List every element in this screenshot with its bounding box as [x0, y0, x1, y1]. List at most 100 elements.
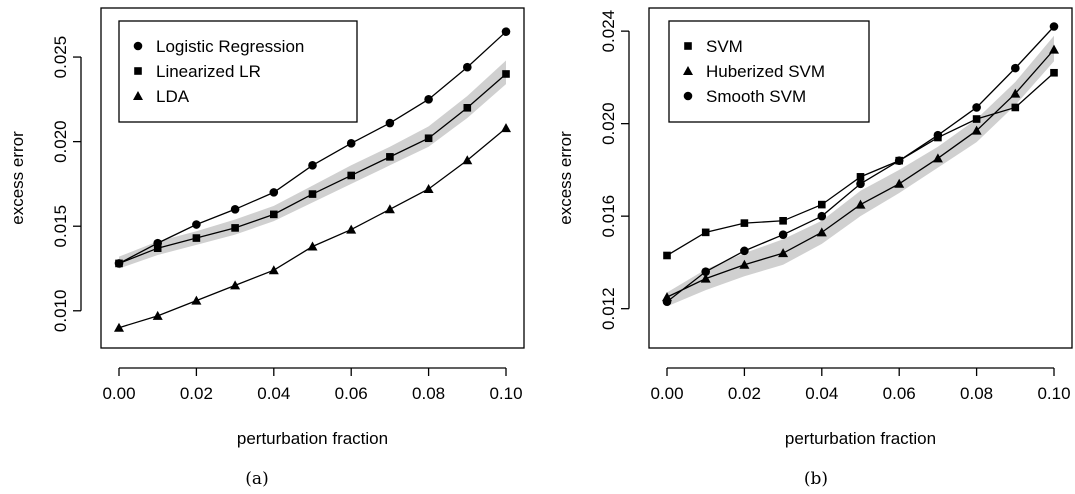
data-point: [971, 125, 982, 135]
legend-marker: [683, 91, 693, 101]
data-point: [347, 171, 355, 180]
data-point: [972, 115, 981, 123]
data-point: [424, 95, 433, 104]
data-point: [816, 227, 827, 237]
series-2: [114, 123, 511, 332]
data-point: [230, 204, 240, 214]
data-point: [269, 188, 279, 197]
legend-label: Linearized LR: [156, 62, 261, 81]
data-point: [270, 210, 278, 219]
y-axis-title: excess error: [8, 131, 27, 225]
data-point: [308, 161, 317, 170]
y-tick-label: 0.020: [599, 102, 618, 145]
x-tick-label: 0.08: [412, 384, 445, 403]
data-point: [972, 103, 981, 112]
x-axis: 0.00 0.02 0.04 0.06 0.08 0.10: [650, 367, 1071, 403]
data-point: [192, 220, 201, 229]
data-point: [152, 310, 163, 320]
legend-label: Smooth SVM: [706, 87, 806, 106]
data-point: [932, 153, 943, 163]
x-tick-label: 0.02: [728, 384, 761, 403]
legend-marker: [684, 42, 692, 50]
plot-frame: [100, 7, 525, 349]
data-point: [701, 228, 710, 237]
legend-label: LDA: [156, 87, 190, 106]
data-point: [779, 216, 787, 225]
data-point: [740, 246, 749, 256]
y-tick-label: 0.010: [51, 290, 70, 333]
y-tick-label: 0.012: [599, 287, 618, 330]
x-tick-label: 0.00: [650, 384, 683, 403]
legend: SVM Huberized SVM Smooth SVM: [668, 20, 870, 123]
y-tick-label: 0.016: [599, 195, 618, 238]
y-tick-label: 0.024: [599, 10, 618, 53]
data-point: [739, 259, 750, 269]
data-point: [384, 204, 395, 214]
panel-caption: (a): [245, 469, 268, 489]
legend-box: [668, 20, 870, 123]
x-axis-title: perturbation fraction: [237, 429, 388, 448]
y-axis-title: excess error: [556, 131, 575, 225]
legend-label: SVM: [706, 37, 743, 56]
y-axis: 0.010 0.015 0.020 0.025: [51, 36, 82, 333]
data-point: [423, 183, 434, 193]
data-point: [701, 267, 710, 276]
data-point: [894, 178, 905, 188]
x-tick-label: 0.06: [335, 384, 368, 403]
legend: Logistic Regression Linearized LR LDA: [118, 20, 358, 123]
series-line: [118, 127, 507, 329]
data-point: [115, 259, 123, 268]
data-point: [1011, 103, 1020, 112]
data-point: [856, 179, 865, 189]
x-tick-label: 0.02: [180, 384, 213, 403]
y-tick-label: 0.025: [51, 36, 70, 79]
data-point: [501, 123, 511, 133]
x-axis: 0.00 0.02 0.04 0.06 0.08 0.10: [102, 367, 523, 403]
data-point: [501, 27, 511, 36]
data-point: [424, 134, 433, 143]
data-point: [192, 234, 201, 242]
x-tick-label: 0.06: [883, 384, 916, 403]
data-point: [346, 224, 357, 234]
x-tick-label: 0.04: [257, 384, 290, 403]
data-point: [386, 153, 394, 161]
legend-marker: [133, 91, 143, 100]
legend-marker: [133, 41, 143, 51]
data-point: [662, 297, 672, 307]
data-point: [933, 130, 943, 140]
legend-marker: [683, 66, 693, 75]
y-tick-label: 0.020: [51, 120, 70, 163]
data-point: [385, 118, 395, 128]
data-point: [1050, 68, 1058, 77]
data-point: [463, 62, 472, 72]
chart-panel-a: 0.00 0.02 0.04 0.06 0.08 0.100.0100.0150.0200…: [8, 7, 525, 489]
data-point: [894, 156, 904, 165]
x-tick-label: 0.04: [805, 384, 838, 403]
chart-panel-b: 0.00 0.02 0.04 0.06 0.08 0.100.0120.0160.0200…: [556, 7, 1073, 489]
data-point: [307, 241, 318, 251]
series-0: [114, 27, 511, 268]
data-point: [1049, 22, 1059, 31]
data-point: [463, 104, 472, 112]
data-point: [191, 295, 202, 305]
data-point: [817, 211, 827, 221]
data-point: [855, 199, 866, 209]
data-point: [114, 322, 124, 332]
data-point: [856, 173, 865, 181]
data-point: [740, 219, 749, 227]
data-point: [1049, 44, 1059, 54]
data-point: [268, 265, 279, 275]
y-tick-label: 0.015: [51, 205, 70, 248]
legend-label: Logistic Regression: [156, 37, 304, 56]
data-point: [308, 190, 317, 198]
x-tick-label: 0.10: [1037, 384, 1070, 403]
legend-marker: [134, 67, 142, 75]
data-point: [778, 248, 789, 258]
data-point: [462, 155, 473, 165]
series-2: [662, 22, 1059, 307]
data-point: [346, 139, 356, 148]
x-axis-title: perturbation fraction: [785, 429, 936, 448]
data-point: [1011, 63, 1020, 73]
data-point: [663, 251, 671, 260]
